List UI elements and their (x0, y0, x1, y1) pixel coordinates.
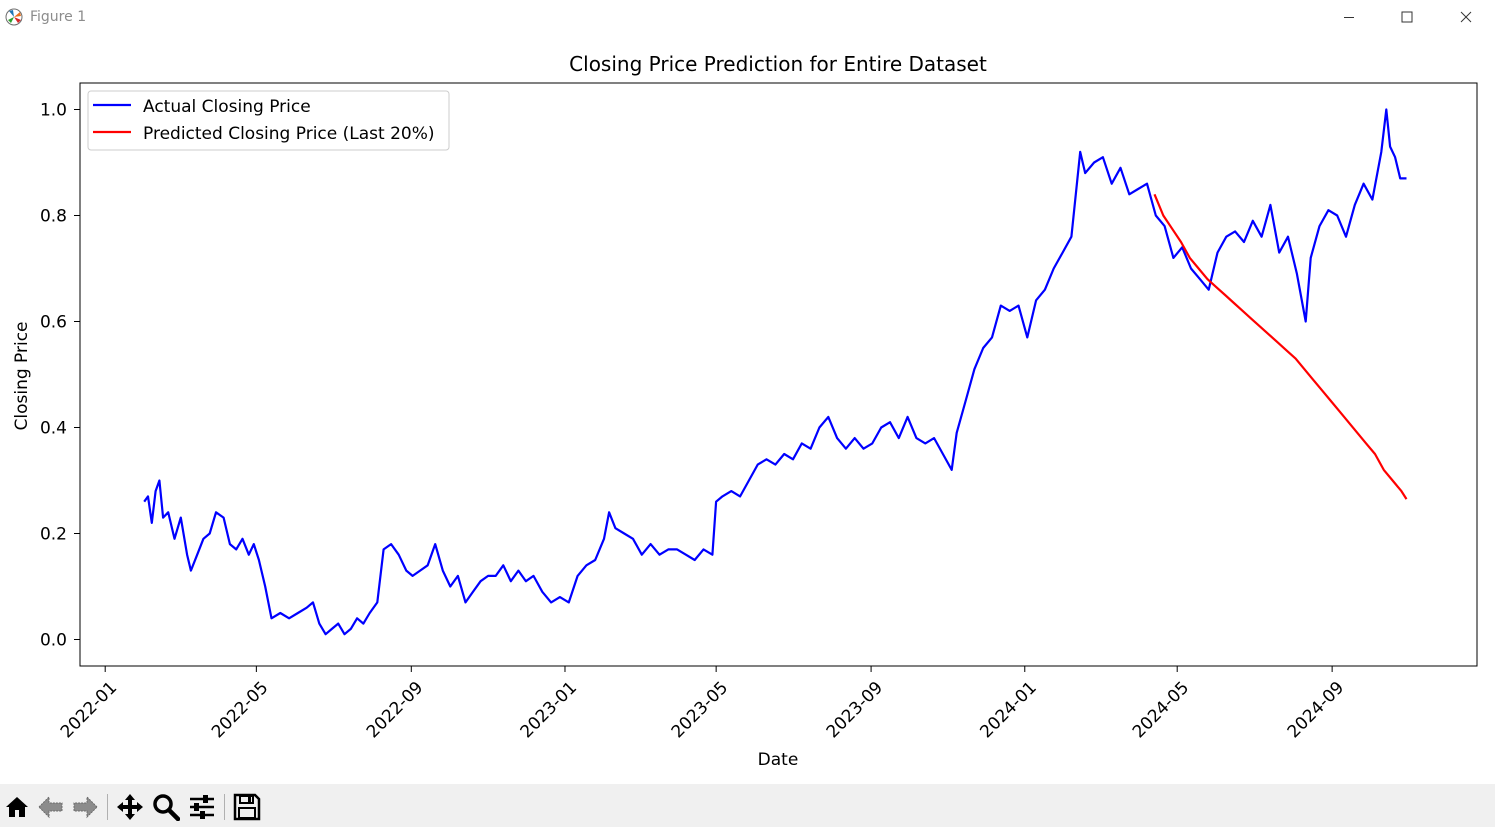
maximize-button[interactable] (1378, 0, 1436, 34)
x-tick-label: 2022-05 (208, 678, 272, 742)
x-tick-label: 2024-09 (1284, 678, 1348, 742)
close-button[interactable] (1437, 0, 1495, 34)
navigation-toolbar (0, 784, 1495, 827)
chart-canvas[interactable]: Closing Price Prediction for Entire Data… (0, 34, 1495, 784)
forward-arrow-icon (73, 795, 98, 819)
x-tick-label: 2022-09 (363, 678, 427, 742)
x-tick-label: 2022-01 (57, 678, 121, 742)
matplotlib-logo-icon (5, 8, 23, 26)
forward-button[interactable] (70, 792, 100, 822)
predicted-price-line (1153, 193, 1408, 500)
zoom-button[interactable] (151, 792, 181, 822)
legend: Actual Closing Price Predicted Closing P… (87, 90, 450, 151)
back-arrow-icon (38, 795, 63, 819)
x-tick-label: 2023-09 (823, 678, 887, 742)
window-titlebar: Figure 1 (0, 0, 1495, 34)
legend-label-actual: Actual Closing Price (143, 97, 311, 117)
y-tick-label: 0.4 (40, 419, 67, 439)
y-tick-label: 0.0 (40, 631, 67, 651)
pan-icon (117, 794, 143, 820)
y-tick-label: 1.0 (40, 101, 67, 121)
x-tick-label: 2023-05 (668, 678, 732, 742)
maximize-icon (1401, 11, 1413, 23)
y-axis-ticks: 0.0 0.2 0.4 0.6 0.8 1.0 (40, 101, 80, 651)
series-lines (143, 108, 1408, 636)
configure-subplots-button[interactable] (187, 792, 217, 822)
chart-title: Closing Price Prediction for Entire Data… (569, 52, 987, 76)
plot-frame (79, 82, 1478, 667)
save-button[interactable] (232, 792, 262, 822)
x-tick-label: 2023-01 (517, 678, 581, 742)
y-tick-label: 0.8 (40, 207, 67, 227)
x-axis-ticks: 2022-01 2022-05 2022-09 2023-01 2023-05 2023-… (57, 666, 1348, 742)
home-icon (6, 797, 28, 817)
home-button[interactable] (2, 792, 32, 822)
x-axis-label: Date (758, 750, 799, 770)
close-icon (1460, 11, 1472, 23)
minimize-button[interactable] (1320, 0, 1378, 34)
x-tick-label: 2024-01 (976, 678, 1040, 742)
plot-axes (79, 82, 1478, 667)
legend-box (87, 90, 450, 151)
window-title: Figure 1 (30, 9, 87, 25)
y-tick-label: 0.2 (40, 525, 67, 545)
pan-button[interactable] (115, 792, 145, 822)
back-button[interactable] (36, 792, 66, 822)
y-axis-label: Closing Price (12, 321, 32, 430)
toolbar-separator (107, 794, 108, 820)
zoom-icon (153, 794, 180, 821)
actual-price-line (143, 108, 1407, 636)
y-tick-label: 0.6 (40, 313, 67, 333)
toolbar-separator (224, 794, 225, 820)
save-icon (233, 793, 261, 821)
legend-label-predicted: Predicted Closing Price (Last 20%) (143, 124, 435, 144)
x-tick-label: 2024-05 (1129, 678, 1193, 742)
minimize-icon (1344, 17, 1354, 18)
configure-subplots-icon (190, 795, 214, 819)
